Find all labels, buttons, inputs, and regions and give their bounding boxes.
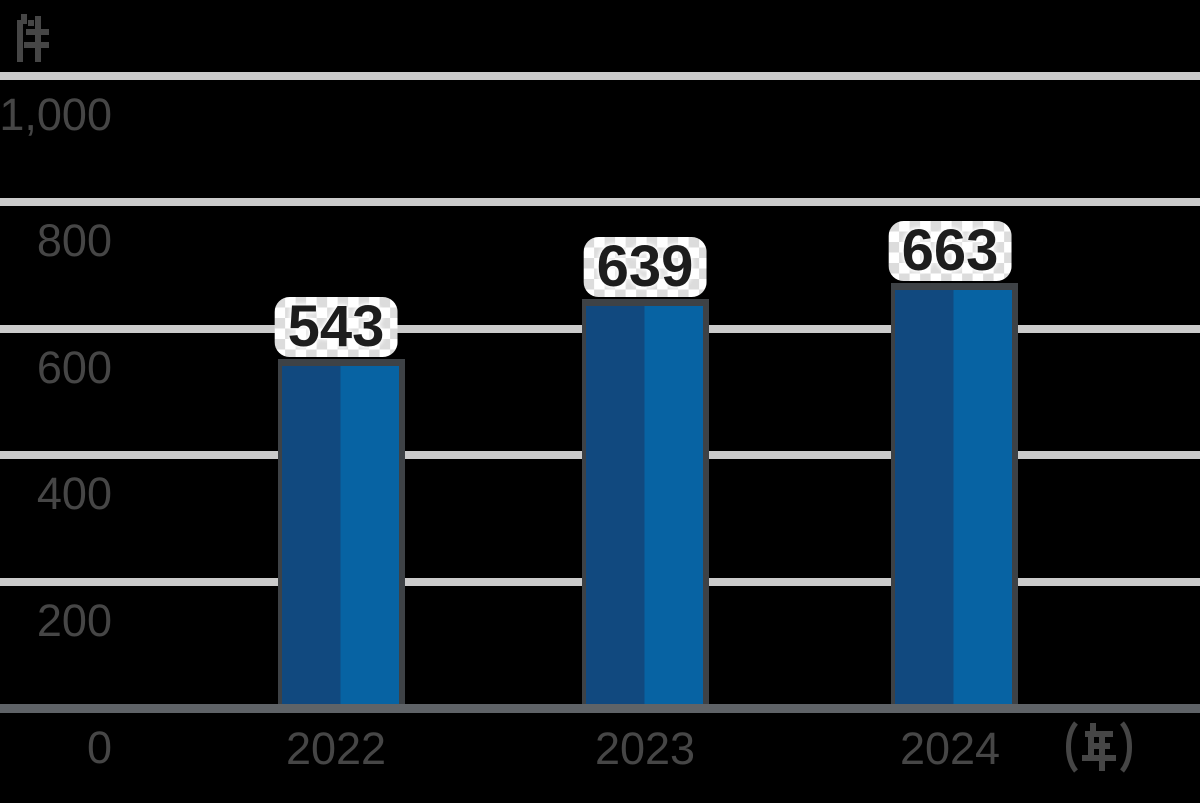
value-label-2023: 639 [583, 237, 707, 297]
bar-2024 [891, 283, 1018, 712]
y-tick-label-400: 400 [36, 468, 112, 520]
y-tick-label-200: 200 [36, 594, 112, 646]
bar-2023 [582, 299, 709, 712]
y-tick-label-1000: 1,000 [0, 88, 112, 140]
x-tick-label-2024: 2024 [899, 723, 1001, 774]
x-tick-label-2022: 2022 [285, 723, 387, 774]
x-axis-line [0, 704, 1200, 713]
bar-2022 [278, 359, 405, 712]
x-axis-unit-label [1066, 721, 1132, 773]
value-label-2022: 543 [274, 297, 398, 357]
y-tick-label-600: 600 [36, 341, 112, 393]
gridline-1000 [0, 71, 1200, 80]
gridline-800 [0, 198, 1200, 207]
y-tick-label-0: 0 [86, 721, 112, 773]
x-tick-label-2023: 2023 [594, 723, 696, 774]
y-axis-unit-label [17, 14, 49, 62]
value-label-2024: 663 [888, 221, 1012, 281]
y-tick-label-800: 800 [36, 215, 112, 267]
